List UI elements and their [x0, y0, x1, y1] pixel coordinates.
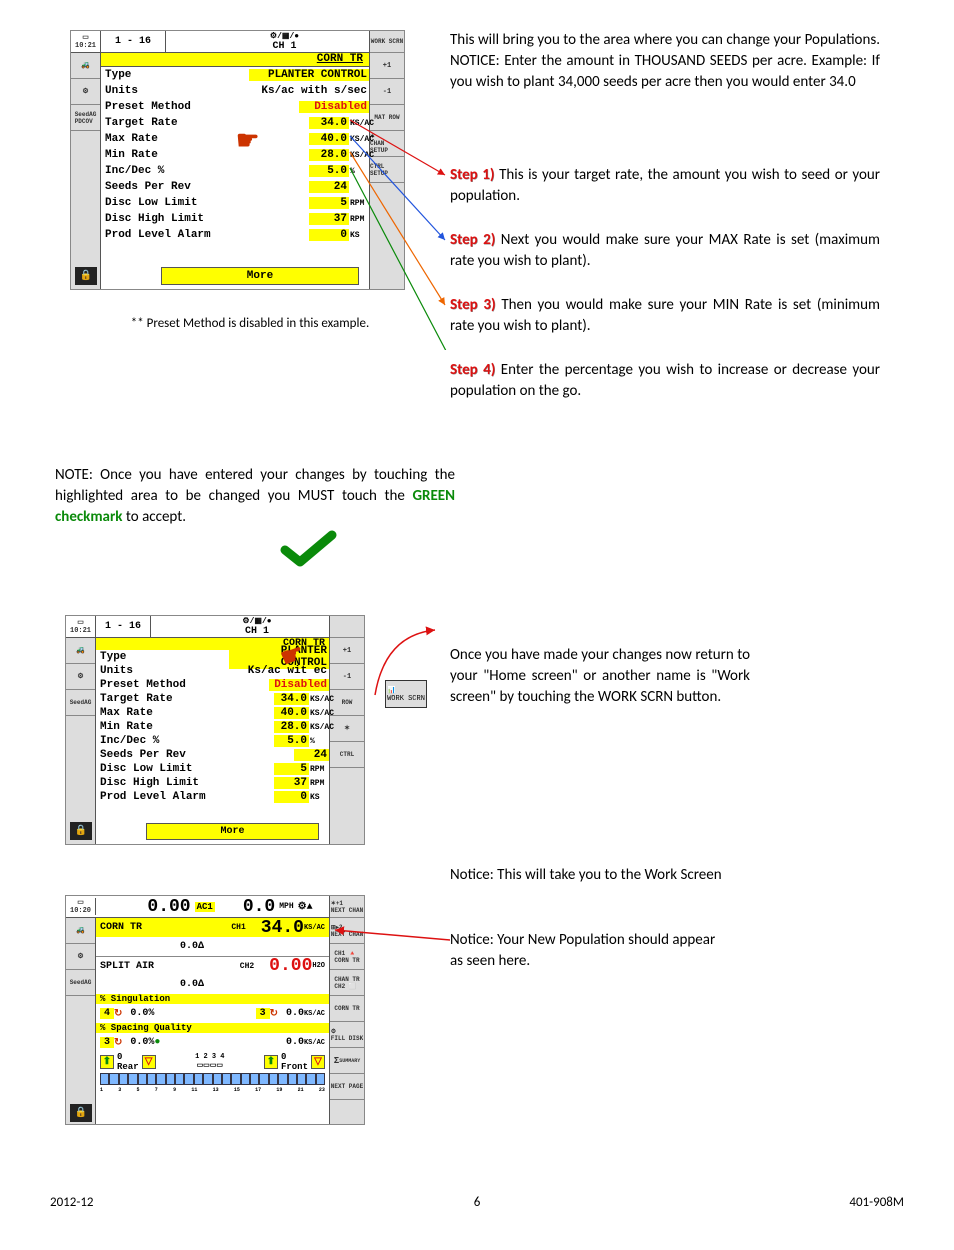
min-label: Min Rate — [101, 149, 309, 161]
work-scrn-button-2[interactable] — [330, 616, 364, 638]
tractor-icon[interactable]: 🚜 — [71, 53, 100, 79]
dll-unit: RPM — [349, 199, 369, 208]
footer-right: 401-908M — [849, 1195, 904, 1210]
rear-down-button[interactable]: ▽ — [142, 1055, 156, 1069]
screen2-text: Once you have made your changes now retu… — [450, 645, 750, 708]
spr-value[interactable]: 24 — [309, 181, 349, 193]
pointing-hand-icon: ☛ — [236, 126, 259, 157]
max-label: Max Rate — [101, 133, 309, 145]
spr-label: Seeds Per Rev — [101, 181, 309, 193]
ac-value: 0.00 — [147, 897, 190, 917]
spacing-label: % Spacing Quality — [96, 1023, 329, 1033]
chan-setup-button[interactable]: ✶CHAN SETUP — [370, 131, 404, 157]
page: ▭10:21 1 - 16 ⚙/▦/● CH 1 🚜 ⚙ SeedAGPDCOV… — [50, 20, 904, 1210]
setup-content: CORN TR TypePLANTER CONTROL UnitsKs/ac w… — [101, 53, 369, 289]
caption-preset: ** Preset Method is disabled in this exa… — [100, 315, 400, 333]
step4-label: Step 4) — [450, 361, 495, 379]
next-chan-button[interactable]: ✶+1NEXT CHAN — [330, 896, 364, 918]
row-range[interactable]: 1 - 16 — [101, 31, 166, 52]
step1-label: Step 1) — [450, 166, 495, 184]
left-sidebar: 🚜 ⚙ SeedAGPDCOV — [71, 53, 101, 289]
dhl-value[interactable]: 37 — [309, 213, 349, 225]
target-value[interactable]: 34.0 — [309, 117, 349, 129]
more-button[interactable]: More — [161, 267, 359, 285]
ws-content: CORN TR CH1 34.0 KS/AC 0.0Δ SPLIT AIR CH… — [96, 918, 329, 1124]
setup-screen-2: ▭10:21 1 - 16 ⚙/▦/● CH 1 🚜 ⚙ SeedAG +1 -… — [65, 615, 365, 845]
step3-block: Step 3) Then you would make sure your MI… — [450, 295, 880, 337]
notice2-text: Notice: Your New Population should appea… — [450, 930, 730, 972]
dhl-unit: RPM — [349, 215, 369, 224]
footer-left: 2012-12 — [50, 1195, 94, 1210]
front-down-button[interactable]: ▽ — [311, 1055, 325, 1069]
step4-block: Step 4) Enter the percentage you wish to… — [450, 360, 880, 402]
ac-label[interactable]: AC1 — [195, 902, 215, 912]
seedag-icon[interactable]: SeedAGPDCOV — [71, 105, 100, 131]
lock-icon-3[interactable]: 🔒 — [70, 1104, 92, 1122]
clock-icon-2: ▭10:21 — [66, 616, 96, 637]
population-value: 34.0 — [261, 918, 304, 938]
mph-value: 0.0 — [243, 897, 275, 917]
preset-label: Preset Method — [101, 101, 299, 113]
target-unit: KS/AC — [349, 119, 369, 128]
setup-screen-1: ▭10:21 1 - 16 ⚙/▦/● CH 1 🚜 ⚙ SeedAGPDCOV… — [70, 30, 405, 290]
max-value[interactable]: 40.0 — [309, 133, 349, 145]
min-unit: KS/AC — [349, 151, 369, 160]
step3-label: Step 3) — [450, 296, 496, 314]
preset-value[interactable]: Disabled — [299, 101, 369, 113]
intro-text: This will bring you to the area where yo… — [450, 30, 880, 93]
clock-icon: ▭10:21 — [71, 31, 101, 52]
step2-label: Step 2) — [450, 231, 495, 249]
lock-icon[interactable]: 🔒 — [75, 267, 97, 285]
work-scrn-callout: 📊WORK SCRN — [385, 680, 427, 708]
mph-label: MPH — [279, 902, 293, 911]
pla-label: Prod Level Alarm — [101, 229, 309, 241]
row-bars — [100, 1073, 325, 1085]
h2o-value: 0.00 — [269, 956, 312, 976]
ctrl-setup-button[interactable]: CTRL SETUP — [370, 157, 404, 183]
pla-value[interactable]: 0 — [309, 229, 349, 241]
min-value[interactable]: 28.0 — [309, 149, 349, 161]
dll-label: Disc Low Limit — [101, 197, 309, 209]
implement-icon[interactable]: ⚙ — [71, 79, 100, 105]
work-scrn-button[interactable]: WORK SCRN — [370, 31, 404, 53]
singulation-label: % Singulation — [96, 994, 329, 1004]
note-block: NOTE: Once you have entered your changes… — [55, 465, 455, 528]
row-range-2[interactable]: 1 - 16 — [96, 616, 151, 637]
step1-block: Step 1) This is your target rate, the am… — [450, 165, 880, 207]
incdec-unit: % — [349, 167, 369, 176]
work-screen: ▭10:20 0.00 AC1 0.0 MPH ⚙▲ 🚜 ⚙ SeedAG ✶+… — [65, 895, 365, 1125]
ws-top: ▭10:20 0.00 AC1 0.0 MPH ⚙▲ — [66, 896, 364, 918]
ws-crop: CORN TR — [100, 922, 231, 933]
plus1-button[interactable]: +1 — [370, 53, 404, 79]
max-unit: KS/AC — [349, 135, 369, 144]
rear-up-button[interactable]: ⬆ — [100, 1055, 114, 1069]
right-sidebar: WORK SCRN +1 -1 MAT ROW ✶CHAN SETUP CTRL… — [369, 31, 404, 289]
more-button-2[interactable]: More — [146, 823, 319, 840]
type-label: Type — [101, 69, 249, 81]
type-value[interactable]: PLANTER CONTROL — [249, 69, 369, 81]
step2-block: Step 2) Next you would make sure your MA… — [450, 230, 880, 272]
pla-unit: KS — [349, 231, 369, 240]
notice1-text: Notice: This will take you to the Work S… — [450, 865, 730, 886]
row-button[interactable]: MAT ROW — [370, 105, 404, 131]
footer-center: 6 — [474, 1195, 481, 1210]
crop-header[interactable]: CORN TR — [101, 53, 369, 67]
target-label: Target Rate — [101, 117, 309, 129]
minus1-button[interactable]: -1 — [370, 79, 404, 105]
checkmark-icon — [280, 530, 340, 570]
lock-icon-2[interactable]: 🔒 — [70, 822, 92, 840]
incdec-value[interactable]: 5.0 — [309, 165, 349, 177]
units-label: Units — [101, 85, 239, 97]
units-value: Ks/ac with s/sec — [239, 85, 369, 97]
top-bar: ▭10:21 1 - 16 ⚙/▦/● CH 1 — [71, 31, 404, 53]
split-air: SPLIT AIR — [100, 961, 240, 972]
dhl-label: Disc High Limit — [101, 213, 309, 225]
front-up-button[interactable]: ⬆ — [264, 1055, 278, 1069]
incdec-label: Inc/Dec % — [101, 165, 309, 177]
dll-value[interactable]: 5 — [309, 197, 349, 209]
